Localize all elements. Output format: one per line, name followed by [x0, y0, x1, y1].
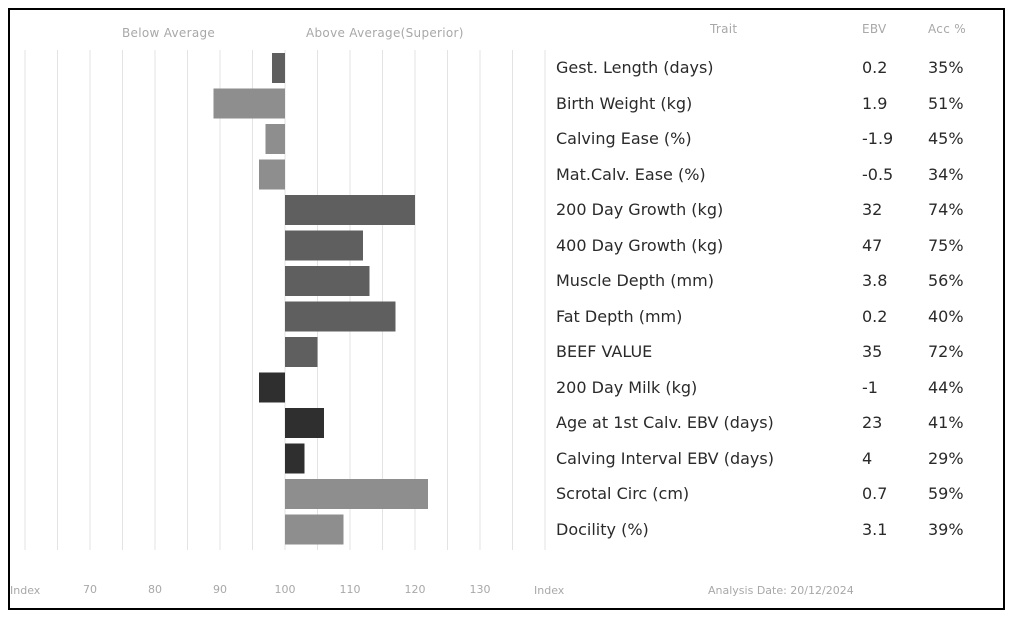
ebv-value: 23 [862, 413, 883, 432]
accuracy-value: 51% [928, 93, 964, 113]
bar-3 [259, 159, 285, 190]
bar-4 [285, 195, 415, 225]
accuracy-value: 74% [928, 200, 964, 219]
bar-6 [285, 266, 370, 296]
x-tick-label-0: 70 [83, 583, 97, 596]
trait-label: Scrotal Circ (cm) [556, 484, 690, 503]
bar-8 [285, 337, 318, 367]
bar-2 [265, 124, 285, 154]
bar-9 [259, 372, 285, 403]
accuracy-value: 34% [928, 164, 964, 184]
index-label-left: Index [10, 584, 41, 597]
ebv-value: 47 [862, 235, 883, 255]
x-tick-label-6: 130 [470, 583, 491, 596]
x-tick-label-2: 90 [213, 583, 227, 596]
ebv-chart-panel [8, 8, 1005, 610]
trait-label: Age at 1st Calv. EBV (days) [556, 413, 774, 432]
below-average-label: Below Average [122, 26, 216, 40]
x-tick-label-4: 110 [340, 583, 361, 596]
trait-label: 400 Day Growth (kg) [556, 235, 724, 255]
trait-label: Fat Depth (mm) [556, 306, 683, 326]
x-tick-label-5: 120 [405, 583, 426, 596]
ebv-value: -0.5 [862, 164, 894, 184]
ebv-value: 0.7 [862, 484, 888, 503]
trait-label: Mat.Calv. Ease (%) [556, 164, 706, 184]
bar-1 [213, 88, 285, 119]
bar-10 [285, 408, 324, 438]
ebv-value: 1.9 [862, 93, 888, 113]
trait-label: Muscle Depth (mm) [556, 271, 714, 290]
accuracy-value: 45% [928, 129, 964, 148]
ebv-value: 3.8 [862, 271, 888, 290]
accuracy-value: 75% [928, 235, 964, 255]
accuracy-value: 59% [928, 484, 964, 503]
trait-label: Birth Weight (kg) [556, 93, 693, 113]
ebv-value: 0.2 [862, 58, 888, 77]
index-label-right: Index [534, 584, 565, 597]
accuracy-value: 41% [928, 413, 964, 432]
ebv-column-header: EBV [862, 22, 887, 36]
x-tick-label-3: 100 [275, 583, 296, 596]
bar-7 [285, 301, 396, 332]
bar-13 [285, 514, 344, 545]
ebv-value: -1.9 [862, 129, 894, 148]
accuracy-value: 35% [928, 58, 964, 77]
accuracy-value: 29% [928, 448, 964, 468]
accuracy-value: 56% [928, 271, 964, 290]
analysis-date: Analysis Date: 20/12/2024 [708, 584, 854, 597]
bar-0 [272, 53, 285, 83]
trait-column-header: Trait [710, 22, 738, 36]
ebv-value: 3.1 [862, 519, 888, 539]
accuracy-value: 39% [928, 519, 964, 539]
bar-12 [285, 479, 428, 509]
above-average-label: Above Average(Superior) [306, 26, 464, 40]
accuracy-value: 44% [928, 377, 964, 397]
ebv-value: 0.2 [862, 306, 888, 326]
accuracy-value: 72% [928, 342, 964, 361]
ebv-value: 4 [862, 448, 873, 468]
ebv-value: -1 [862, 377, 878, 397]
x-tick-label-1: 80 [148, 583, 162, 596]
bar-5 [285, 230, 363, 261]
trait-label: 200 Day Growth (kg) [556, 200, 724, 219]
trait-label: Gest. Length (days) [556, 58, 714, 77]
accuracy-value: 40% [928, 306, 964, 326]
ebv-value: 32 [862, 200, 883, 219]
trait-label: Docility (%) [556, 519, 649, 539]
acc-column-header: Acc % [928, 22, 966, 36]
bar-11 [285, 443, 305, 474]
trait-label: 200 Day Milk (kg) [556, 377, 698, 397]
ebv-value: 35 [862, 342, 883, 361]
trait-label: BEEF VALUE [556, 342, 653, 361]
trait-label: Calving Ease (%) [556, 129, 692, 148]
trait-label: Calving Interval EBV (days) [556, 448, 774, 468]
